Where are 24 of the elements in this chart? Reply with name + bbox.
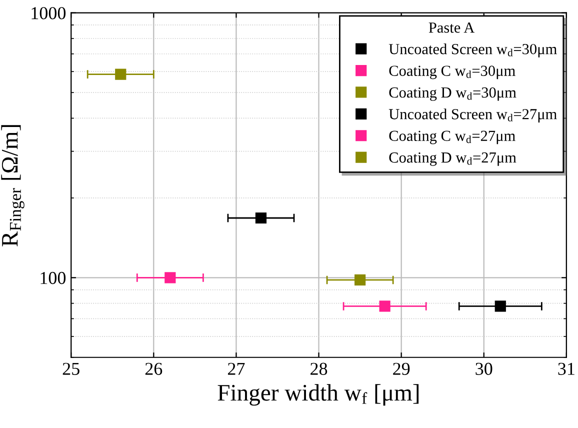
legend-label: Uncoated Screen w$_{d}$=30μm (388, 44, 557, 58)
x-tick-label: 26 (145, 362, 162, 375)
point (115, 68, 126, 80)
legend-label: Coating C w$_{d}$=30μm (389, 66, 516, 80)
point (379, 300, 390, 312)
x-tick-label: 25 (62, 362, 80, 375)
legend-title: Paste A (428, 22, 475, 33)
point (164, 272, 176, 284)
legend-label: Coating C w$_{d}$=27μm (389, 130, 516, 144)
point (255, 212, 267, 224)
x-tick-label: 27 (228, 362, 245, 375)
x-axis-title: Finger width w$_{f}$ [μm] (218, 384, 419, 406)
x-tick-label: 28 (310, 362, 328, 375)
legend-label: Coating D w$_{d}$=30μm (389, 87, 516, 101)
x-tick-label: 30 (476, 362, 492, 375)
y-tick-label: 1000 (32, 7, 66, 20)
x-tick-label: 29 (393, 362, 410, 375)
x-tick-label: 31 (558, 362, 574, 375)
legend-label: Coating D w$_{d}$=27μm (389, 152, 516, 166)
y-tick-label: 100 (40, 272, 66, 284)
point (354, 274, 366, 286)
legend-label: Uncoated Screen w$_{d}$=27μm (388, 108, 557, 122)
point (494, 300, 506, 312)
y-axis-title: R$_{Finger}$ [Ω/m] (1, 125, 24, 246)
